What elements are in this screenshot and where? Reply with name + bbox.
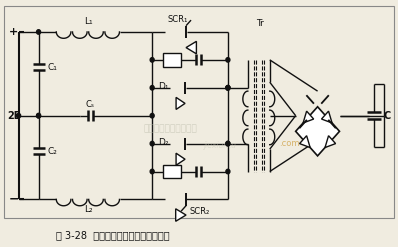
Text: 2E: 2E — [7, 111, 20, 121]
Circle shape — [37, 113, 41, 118]
Text: D₂: D₂ — [158, 138, 168, 147]
Polygon shape — [176, 209, 186, 221]
Text: −: − — [8, 193, 19, 206]
Circle shape — [150, 113, 154, 118]
Text: L₁: L₁ — [84, 17, 93, 26]
Circle shape — [37, 113, 41, 118]
Polygon shape — [325, 136, 336, 147]
Circle shape — [226, 169, 230, 174]
Circle shape — [226, 85, 230, 90]
Bar — [4, 6, 394, 218]
Text: 图 3-28  半桥串联谐振式晶闸管逆变器: 图 3-28 半桥串联谐振式晶闸管逆变器 — [55, 230, 169, 240]
Circle shape — [226, 58, 230, 62]
Text: C₁: C₁ — [48, 63, 57, 72]
Polygon shape — [186, 41, 196, 54]
Text: D₁: D₁ — [158, 82, 168, 91]
Circle shape — [150, 85, 154, 90]
Polygon shape — [303, 111, 314, 123]
Circle shape — [226, 141, 230, 146]
Circle shape — [37, 30, 41, 34]
Polygon shape — [176, 97, 185, 109]
Circle shape — [150, 58, 154, 62]
Bar — [163, 53, 181, 66]
Text: Cₛ: Cₛ — [86, 100, 95, 109]
Text: L₂: L₂ — [84, 205, 93, 214]
Circle shape — [150, 169, 154, 174]
Bar — [163, 165, 181, 178]
Polygon shape — [300, 136, 310, 147]
Circle shape — [150, 141, 154, 146]
Text: +: + — [9, 27, 18, 37]
Circle shape — [226, 85, 230, 90]
Text: SCR₂: SCR₂ — [190, 207, 210, 216]
Text: .com: .com — [279, 139, 300, 148]
Polygon shape — [176, 153, 185, 165]
Circle shape — [226, 141, 230, 146]
Circle shape — [226, 85, 230, 90]
Polygon shape — [322, 111, 332, 123]
Text: 杭州博才科技有限公司: 杭州博才科技有限公司 — [143, 124, 197, 134]
Circle shape — [17, 113, 21, 118]
Polygon shape — [296, 107, 339, 156]
Text: C: C — [384, 111, 391, 121]
Text: SCR₁: SCR₁ — [168, 15, 188, 24]
Text: Tr: Tr — [256, 19, 263, 27]
Text: jiexiantu: jiexiantu — [203, 141, 236, 150]
Text: C₂: C₂ — [48, 147, 57, 156]
